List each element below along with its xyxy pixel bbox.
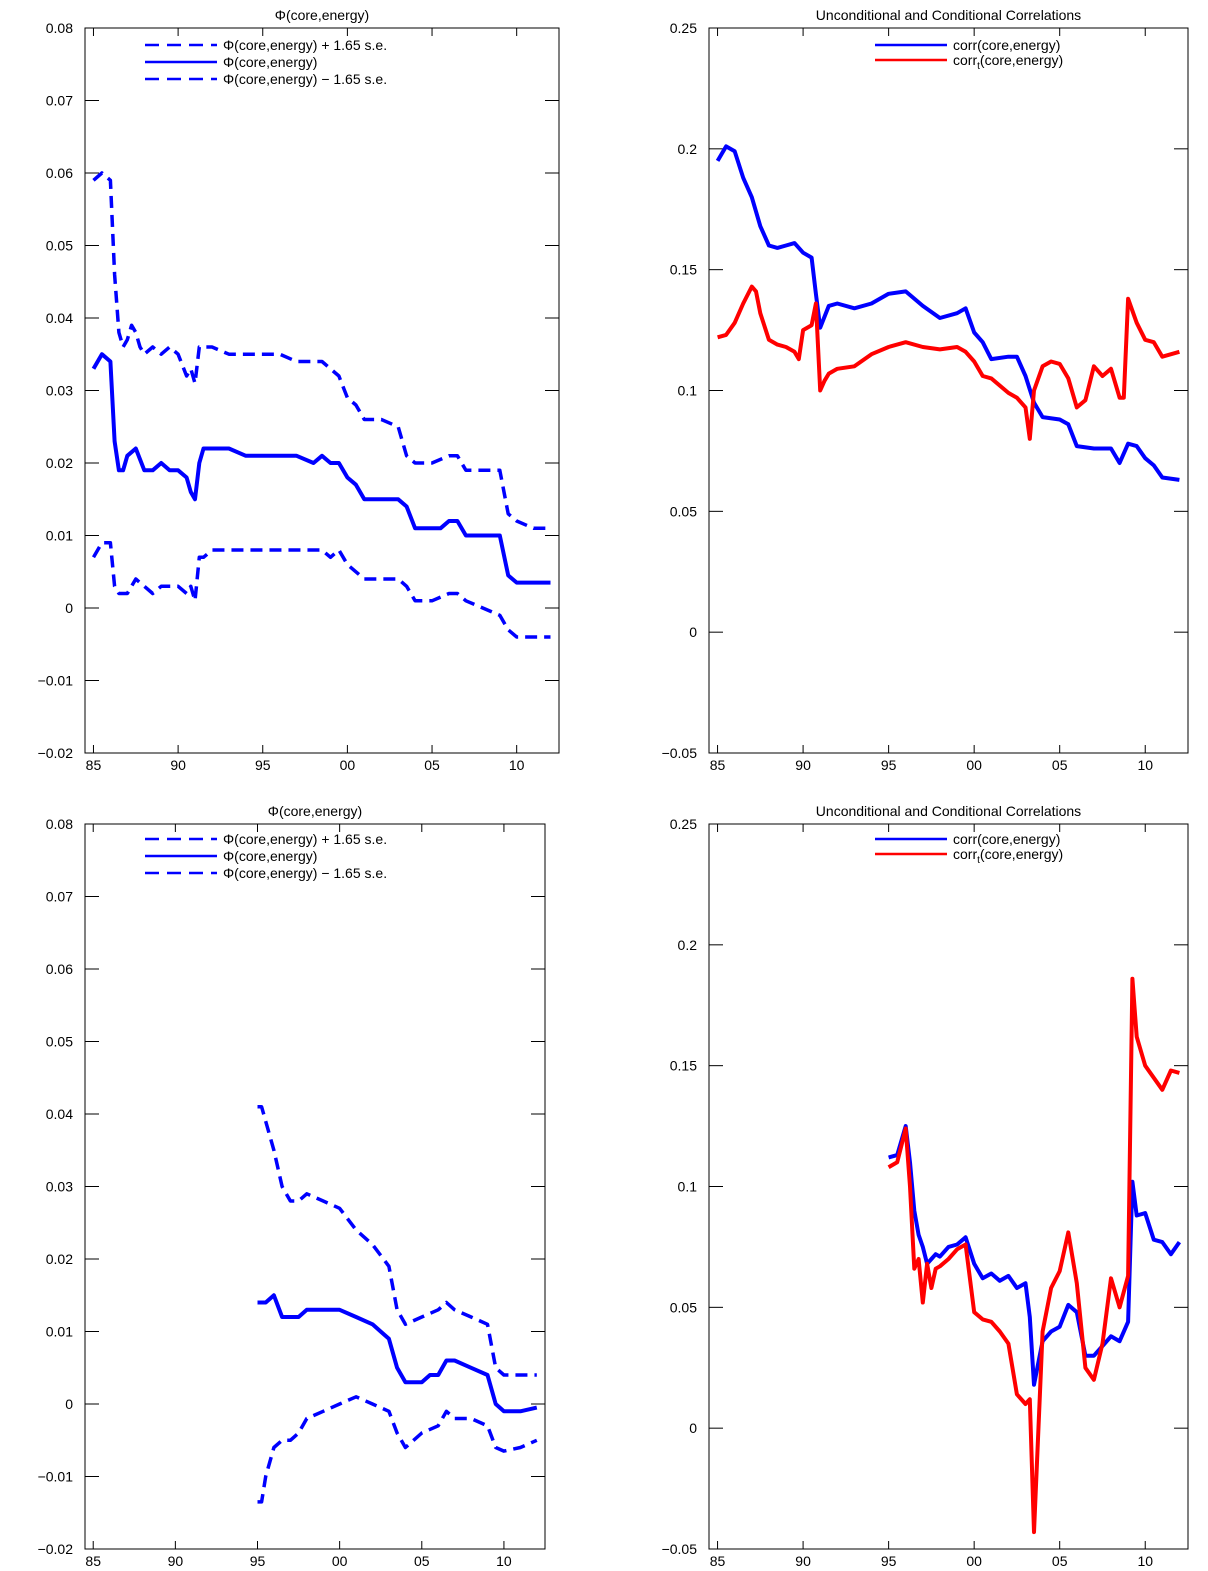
x-tick-label: 10 [509, 757, 525, 773]
y-tick-label: 0.02 [46, 455, 73, 471]
x-tick-label: 05 [1052, 757, 1068, 773]
series-line-2 [887, 976, 1180, 1535]
x-tick-label: 95 [881, 757, 897, 773]
x-tick-label: 10 [496, 1553, 512, 1569]
plot-frame [708, 823, 1189, 1550]
y-tick-label: 0.15 [670, 1058, 697, 1074]
y-tick-label: 0.2 [678, 937, 698, 953]
y-tick-label: 0.04 [46, 1106, 73, 1122]
y-tick-label: −0.05 [662, 745, 698, 761]
series-line-1 [715, 144, 1180, 482]
x-tick-label: 00 [966, 757, 982, 773]
x-tick-label: 90 [795, 757, 811, 773]
x-tick-label: 10 [1137, 757, 1153, 773]
x-tick-label: 85 [85, 1553, 101, 1569]
x-tick-label: 90 [168, 1553, 184, 1569]
x-tick-label: 00 [332, 1553, 348, 1569]
x-tick-label: 00 [966, 1553, 982, 1569]
y-tick-label: 0.2 [678, 141, 698, 157]
y-tick-label: 0.1 [678, 1179, 698, 1195]
y-tick-label: 0.03 [46, 383, 73, 399]
y-tick-label: 0.02 [46, 1251, 73, 1267]
y-tick-label: 0 [689, 624, 697, 640]
legend-label-2: Φ(core,energy) [223, 54, 317, 70]
y-tick-label: −0.02 [38, 1541, 74, 1557]
y-tick-label: 0.07 [46, 93, 73, 109]
series-line-2 [257, 1293, 538, 1414]
x-tick-label: 85 [86, 757, 102, 773]
x-tick-label: 85 [710, 757, 726, 773]
legend-label-1: Φ(core,energy) + 1.65 s.e. [223, 37, 387, 53]
legend-label-1: corr(core,energy) [953, 831, 1060, 847]
chart-title: Φ(core,energy) [275, 7, 369, 23]
legend-label-3: Φ(core,energy) − 1.65 s.e. [223, 71, 387, 87]
y-tick-label: 0.15 [670, 262, 697, 278]
y-tick-label: 0.05 [46, 238, 73, 254]
y-tick-label: 0.05 [670, 503, 697, 519]
chart-panel-1: Φ(core,energy) −0.02 −0.01 0 0.01 0.02 0.03 0.0… [38, 7, 560, 773]
chart-panel-4: Unconditional and Conditional Correlatio… [662, 803, 1189, 1569]
plot-frame [84, 27, 560, 754]
x-tick-label: 95 [255, 757, 271, 773]
y-tick-label: 0.08 [46, 816, 73, 832]
legend-label-3: Φ(core,energy) − 1.65 s.e. [223, 865, 387, 881]
series-line-1 [888, 1124, 1182, 1387]
y-tick-label: 0.01 [46, 528, 73, 544]
y-tick-label: 0.01 [46, 1324, 73, 1340]
legend-label-2: Φ(core,energy) [223, 848, 317, 864]
x-tick-label: 95 [881, 1553, 897, 1569]
y-tick-label: −0.01 [38, 673, 74, 689]
y-tick-label: 0.25 [670, 20, 697, 36]
chart-panel-2: Unconditional and Conditional Correlatio… [662, 7, 1189, 773]
y-tick-label: 0.03 [46, 1179, 73, 1195]
series-line-3 [91, 541, 551, 639]
plot-frame [84, 823, 546, 1550]
y-tick-label: 0 [65, 600, 73, 616]
y-tick-label: 0.07 [46, 889, 73, 905]
series-line-2 [91, 352, 551, 585]
series-line-1 [92, 171, 551, 531]
legend-label-2: corrt(core,energy) [953, 52, 1063, 72]
y-tick-label: 0.05 [46, 1034, 73, 1050]
legend-label-1: corr(core,energy) [953, 37, 1060, 53]
y-tick-label: 0 [65, 1396, 73, 1412]
x-tick-label: 85 [710, 1553, 726, 1569]
y-tick-label: −0.05 [662, 1541, 698, 1557]
y-tick-label: 0.04 [46, 310, 73, 326]
y-tick-label: 0.05 [670, 1299, 697, 1315]
y-tick-label: 0.06 [46, 165, 73, 181]
x-tick-label: 95 [250, 1553, 266, 1569]
x-tick-label: 90 [795, 1553, 811, 1569]
x-tick-label: 05 [424, 757, 440, 773]
y-tick-label: 0.1 [678, 383, 698, 399]
legend-label-1: Φ(core,energy) + 1.65 s.e. [223, 831, 387, 847]
x-tick-label: 10 [1137, 1553, 1153, 1569]
y-tick-label: 0.06 [46, 961, 73, 977]
y-tick-label: 0.25 [670, 816, 697, 832]
x-tick-label: 00 [340, 757, 356, 773]
series-line-3 [257, 1395, 538, 1504]
chart-panel-3: Φ(core,energy) −0.02 −0.01 0 0.01 0.02 0.03 0.0… [38, 803, 546, 1569]
chart-title: Unconditional and Conditional Correlatio… [816, 7, 1081, 23]
y-tick-label: −0.02 [38, 745, 74, 761]
y-tick-label: −0.01 [38, 1469, 74, 1485]
series-line-2 [717, 284, 1180, 441]
series-line-1 [257, 1105, 537, 1377]
y-tick-label: 0.08 [46, 20, 73, 36]
chart-title: Φ(core,energy) [268, 803, 362, 819]
y-tick-label: 0 [689, 1420, 697, 1436]
x-tick-label: 05 [414, 1553, 430, 1569]
legend-label-2: corrt(core,energy) [953, 846, 1063, 866]
x-tick-label: 90 [170, 757, 186, 773]
x-tick-label: 05 [1052, 1553, 1068, 1569]
chart-title: Unconditional and Conditional Correlatio… [816, 803, 1081, 819]
